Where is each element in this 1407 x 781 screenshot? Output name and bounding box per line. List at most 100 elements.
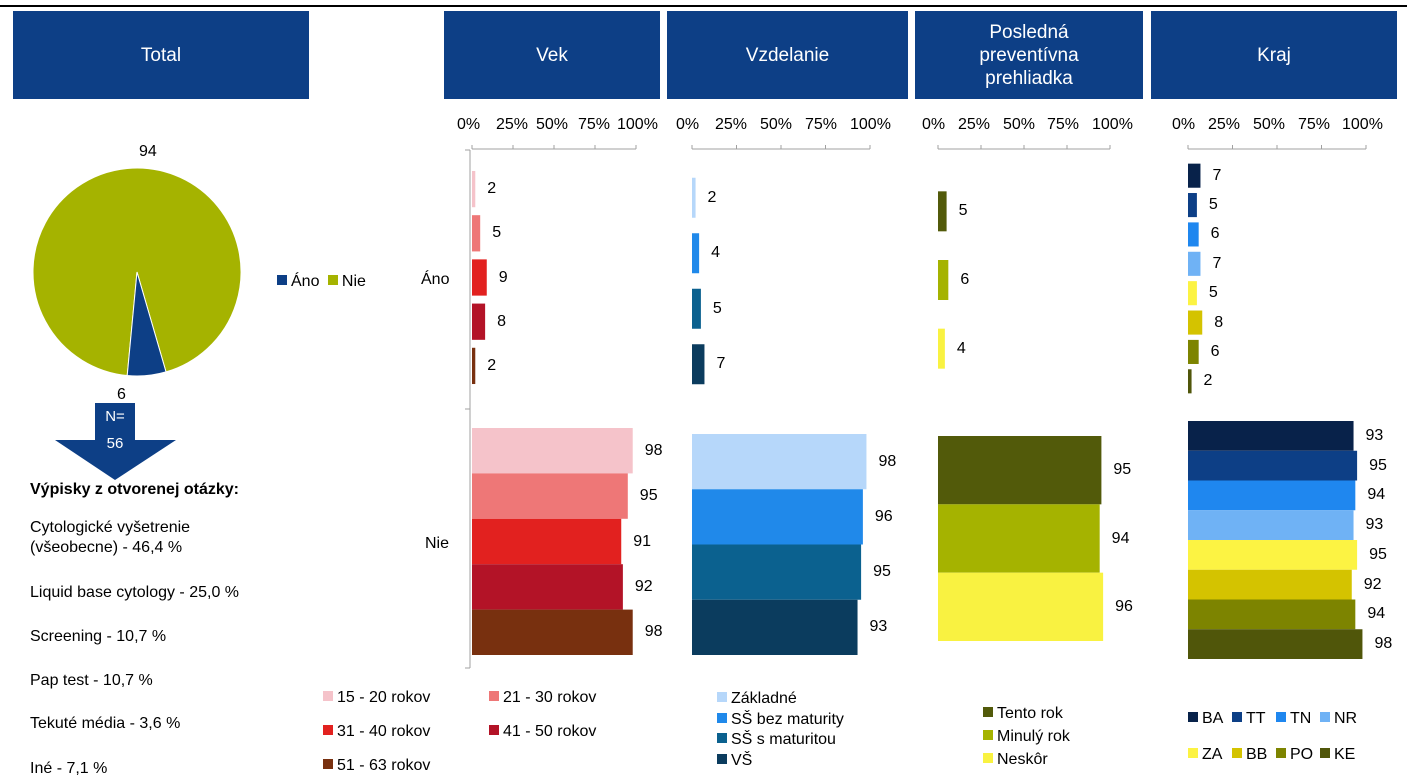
value-axis-tick-label: 75%	[805, 116, 838, 133]
bar-ano	[938, 260, 949, 300]
value-axis-tick-label: 25%	[496, 116, 529, 133]
bar-nie	[472, 473, 628, 519]
value-axis-tick-label: 25%	[715, 116, 748, 133]
legend-swatch	[1276, 748, 1286, 758]
note-item: Tekuté média - 3,6 %	[30, 715, 181, 732]
bar-ano	[938, 191, 947, 232]
bar-value-label: 8	[1214, 313, 1224, 331]
legend-item-kraj: PO	[1276, 745, 1313, 764]
bar-value-label: 96	[874, 507, 893, 525]
bar-value-label: 2	[487, 356, 497, 374]
legend-item-vek: 31 - 40 rokov	[323, 722, 430, 741]
bar-value-label: 92	[1363, 575, 1382, 593]
bar-nie	[692, 599, 858, 655]
bar-nie	[1188, 599, 1356, 630]
legend-label: 41 - 50 rokov	[503, 723, 597, 740]
bar-ano	[1188, 281, 1197, 306]
legend-label-nie: Nie	[341, 273, 366, 290]
bar-value-label: 94	[1367, 486, 1386, 504]
legend-item-kraj: NR	[1320, 709, 1357, 728]
bar-value-label: 94	[1111, 529, 1130, 547]
legend-label: PO	[1290, 746, 1314, 763]
bar-nie	[472, 564, 623, 610]
bar-value-label: 93	[1365, 516, 1384, 534]
bar-value-label: 96	[1115, 597, 1133, 615]
bar-value-label: 91	[633, 532, 652, 550]
bar-value-label: 6	[960, 271, 970, 288]
header-vzdelanie: Vzdelanie	[667, 11, 908, 99]
bar-nie	[1188, 569, 1352, 600]
bar-value-label: 95	[1369, 545, 1387, 563]
arrow-n-label: N=	[105, 408, 125, 425]
bar-value-label: 5	[1208, 196, 1218, 214]
bar-value-label: 6	[1210, 342, 1220, 360]
bar-nie	[938, 504, 1100, 573]
bar-ano	[692, 288, 701, 329]
note-item: Screening - 10,7 %	[30, 628, 167, 645]
value-axis-tick-label: 100%	[1092, 116, 1133, 133]
bar-ano	[692, 233, 700, 274]
pie-chart	[32, 167, 242, 377]
bar-value-label: 7	[716, 355, 726, 373]
value-axis-tick-label: 0%	[922, 116, 946, 133]
bar-ano	[472, 347, 476, 385]
legend-swatch	[1188, 712, 1198, 722]
category-label-ano: Áno	[421, 271, 450, 288]
note-item: Cytologické vyšetrenie (všeobecne) - 46,…	[30, 519, 191, 556]
legend-item-vzdelanie: SŠ s maturitou	[717, 730, 836, 749]
value-axis-tick-label: 0%	[1172, 116, 1196, 133]
value-axis-tick-label: 50%	[1253, 116, 1286, 133]
bar-ano	[1188, 369, 1192, 394]
notes-heading: Výpisky z otvorenej otázky:	[30, 481, 239, 498]
legend-label: TN	[1290, 710, 1312, 727]
legend-swatch	[1276, 712, 1286, 722]
legend-label: 51 - 63 rokov	[337, 757, 431, 774]
legend-item-prehliadka: Minulý rok	[983, 727, 1070, 746]
legend-item-kraj: TN	[1276, 709, 1311, 728]
bar-value-label: 95	[1369, 456, 1387, 474]
value-axis-tick-label: 25%	[1208, 116, 1241, 133]
value-axis-tick-label: 0%	[457, 116, 481, 133]
legend-swatch	[983, 753, 993, 763]
legend-item-vzdelanie: Základné	[717, 689, 797, 708]
bar-value-label: 92	[634, 577, 653, 595]
legend-swatch	[323, 691, 333, 701]
bar-ano	[1188, 310, 1203, 335]
pie-slice-nie	[32, 167, 242, 377]
bar-nie	[1188, 480, 1356, 511]
note-item: Iné - 7,1 %	[30, 760, 108, 777]
bar-value-label: 93	[869, 618, 888, 636]
value-axis-tick-label: 100%	[617, 116, 658, 133]
legend-swatch-nie	[327, 275, 338, 285]
bar-value-label: 98	[644, 623, 663, 641]
top-rule	[0, 5, 1407, 7]
bar-value-label: 98	[878, 452, 897, 470]
legend-item-prehliadka: Neskôr	[983, 750, 1048, 769]
bar-value-label: 95	[873, 563, 891, 581]
pie-label-nie: 94	[139, 143, 157, 160]
bar-nie	[692, 489, 863, 545]
bar-value-label: 95	[1113, 461, 1132, 479]
header-prehliadka: Posledná preventívna prehliadka	[915, 11, 1143, 99]
value-axis-tick-label: 50%	[760, 116, 793, 133]
legend-swatch	[983, 730, 993, 740]
value-axis-tick-label: 50%	[1003, 116, 1036, 133]
bar-ano	[472, 170, 476, 208]
bar-value-label: 98	[644, 441, 663, 459]
legend-label-ano: Áno	[291, 273, 320, 290]
value-axis-tick-label: 100%	[850, 116, 891, 133]
legend-label: Tento rok	[997, 705, 1063, 722]
bar-ano	[472, 303, 486, 340]
legend-label: TT	[1246, 710, 1266, 727]
category-label-nie: Nie	[425, 535, 450, 552]
legend-swatch	[1320, 712, 1330, 722]
legend-swatch	[1320, 748, 1330, 758]
legend-label: ZA	[1202, 746, 1223, 763]
legend-swatch	[489, 725, 499, 735]
bar-nie	[1188, 510, 1354, 540]
legend-swatch	[717, 692, 727, 702]
value-axis-tick-label: 75%	[1047, 116, 1080, 133]
bar-nie	[1188, 540, 1358, 570]
legend-swatch-ano	[277, 275, 287, 285]
note-item: Liquid base cytology - 25,0 %	[30, 584, 240, 601]
